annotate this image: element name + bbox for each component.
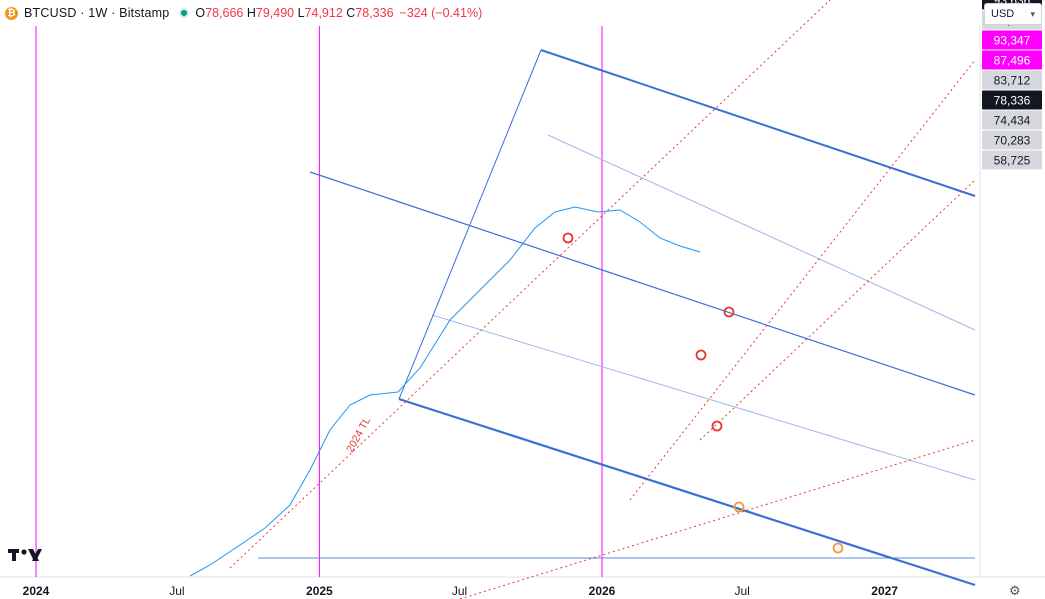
chart-header: ₿ BTCUSD · 1W · Bitstamp O78,666 H79,490… xyxy=(0,0,980,26)
price-tag-box xyxy=(982,50,1042,70)
high-value: 79,490 xyxy=(255,6,295,20)
tradingview-logo-icon[interactable] xyxy=(8,548,42,562)
close-value: 78,336 xyxy=(355,6,394,20)
marker-circle xyxy=(562,232,574,244)
x-tick-label: 2026 xyxy=(589,584,616,598)
x-tick-label: Jul xyxy=(169,584,184,598)
price-tag-label: 74,434 xyxy=(994,114,1031,128)
low-value: 74,912 xyxy=(304,6,343,20)
open-value: 78,666 xyxy=(205,6,244,20)
price-tag-box xyxy=(982,90,1042,110)
chevron-down-icon: ▾ xyxy=(1030,8,1035,19)
x-tick-label: 2024 xyxy=(23,584,50,598)
ohlc-values: O78,666 H79,490 L74,912 C78,336 xyxy=(195,6,393,20)
price-tag-box xyxy=(982,130,1042,150)
price-tag-label: 93,347 xyxy=(994,34,1031,48)
marker-circle xyxy=(723,306,735,318)
descending-trendline-inner xyxy=(547,134,976,331)
descending-trendline-mid xyxy=(309,171,976,396)
dotted-channel-line xyxy=(229,0,831,569)
change-value: −324 (−0.41%) xyxy=(399,6,483,20)
marker-circle xyxy=(695,349,707,361)
price-tag-box xyxy=(982,30,1042,50)
x-tick-label: 2025 xyxy=(306,584,333,598)
dotted-channel-line xyxy=(699,179,976,441)
price-tag-label: 83,712 xyxy=(994,74,1031,88)
price-tag-box xyxy=(982,70,1042,90)
marker-circle xyxy=(711,420,723,432)
marker-circle xyxy=(733,501,745,513)
market-status-icon xyxy=(179,8,190,18)
x-tick-label: 2027 xyxy=(871,584,898,598)
currency-select[interactable]: USD ▾ xyxy=(984,3,1042,25)
high-label: H xyxy=(246,6,256,20)
price-tag-box xyxy=(982,150,1042,170)
x-tick-label: Jul xyxy=(452,584,467,598)
price-tag-label: 78,336 xyxy=(994,94,1031,108)
descending-trendline-lower xyxy=(398,397,976,587)
close-label: C xyxy=(346,6,356,20)
gear-icon[interactable]: ⚙ xyxy=(1009,583,1021,598)
descending-trendline-inner xyxy=(431,314,976,481)
currency-value: USD xyxy=(991,8,1015,20)
bitcoin-coin-icon: ₿ xyxy=(5,6,18,20)
dotted-channel-line xyxy=(629,59,976,501)
ascending-trendline xyxy=(398,49,542,400)
price-tag-label: 70,283 xyxy=(994,134,1031,148)
moving-average-line xyxy=(189,206,701,577)
low-label: L xyxy=(297,6,305,20)
symbol-title[interactable]: BTCUSD · 1W · Bitstamp xyxy=(24,6,170,20)
price-tag-label: 87,496 xyxy=(994,54,1031,68)
descending-trendline-upper xyxy=(540,49,976,197)
open-label: O xyxy=(195,6,206,20)
trendline-label: 2024 TL xyxy=(344,415,373,454)
x-tick-label: Jul xyxy=(734,584,749,598)
marker-circle xyxy=(832,542,844,554)
dotted-channel-line xyxy=(459,439,976,599)
price-tag-label: 58,725 xyxy=(994,154,1031,168)
price-tag-box xyxy=(982,110,1042,130)
